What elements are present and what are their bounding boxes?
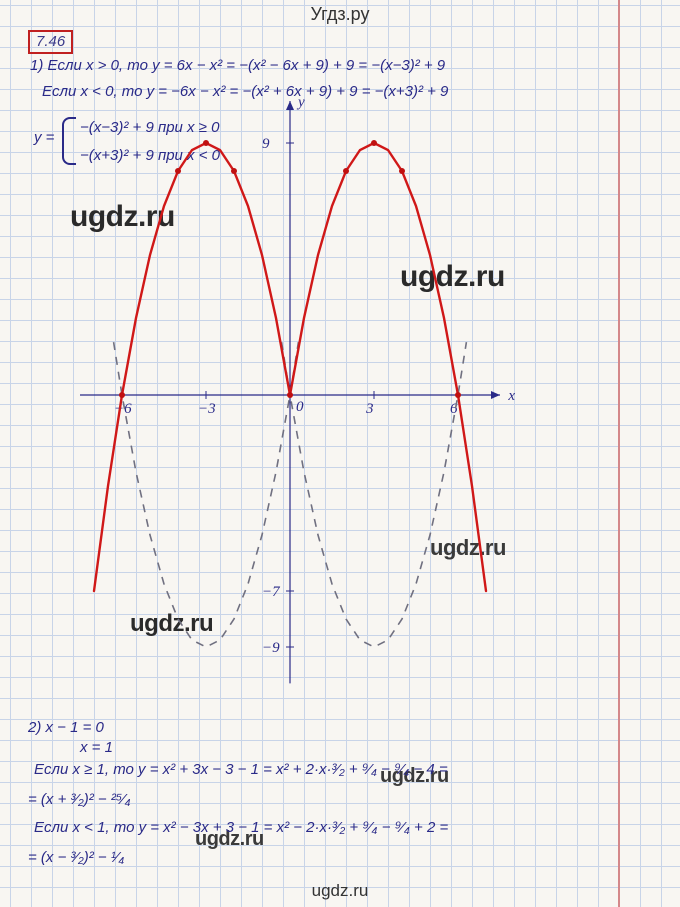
piecewise-branch-1: −(x−3)² + 9 при x ≥ 0 bbox=[80, 120, 219, 135]
derivation-line-9: = (x − ³⁄₂)² − ¹⁄₄ bbox=[28, 850, 124, 865]
svg-text:0: 0 bbox=[296, 399, 304, 415]
page-header: Угдз.ру bbox=[0, 4, 680, 25]
parabola-chart: xy0−6−3369−7−9 bbox=[70, 175, 550, 645]
derivation-line-2: Если x < 0, то y = −6x − x² = −(x² + 6x … bbox=[42, 84, 448, 99]
piecewise-y-equals: y = bbox=[34, 130, 54, 145]
piecewise-brace bbox=[62, 117, 76, 165]
derivation-line-1: 1) Если x > 0, то y = 6x − x² = −(x² − 6… bbox=[30, 58, 445, 73]
derivation-line-4: 2) x − 1 = 0 bbox=[28, 720, 104, 735]
problem-number-box: 7.46 bbox=[28, 30, 73, 54]
derivation-line-8: Если x < 1, то y = x² − 3x + 3 − 1 = x² … bbox=[34, 820, 448, 835]
svg-text:x: x bbox=[507, 388, 515, 404]
svg-text:−7: −7 bbox=[262, 584, 281, 600]
svg-text:3: 3 bbox=[365, 401, 374, 417]
derivation-line-7: = (x + ³⁄₂)² − ²⁵⁄₄ bbox=[28, 792, 131, 807]
svg-text:−3: −3 bbox=[198, 401, 216, 417]
derivation-line-5: x = 1 bbox=[80, 740, 113, 755]
piecewise-branch-2: −(x+3)² + 9 при x < 0 bbox=[80, 148, 220, 163]
svg-text:9: 9 bbox=[262, 136, 270, 152]
svg-text:y: y bbox=[296, 95, 305, 111]
margin-line bbox=[618, 0, 620, 907]
derivation-line-6: Если x ≥ 1, то y = x² + 3x − 3 − 1 = x² … bbox=[34, 762, 448, 777]
page-footer: ugdz.ru bbox=[0, 881, 680, 901]
svg-text:−9: −9 bbox=[262, 640, 280, 656]
